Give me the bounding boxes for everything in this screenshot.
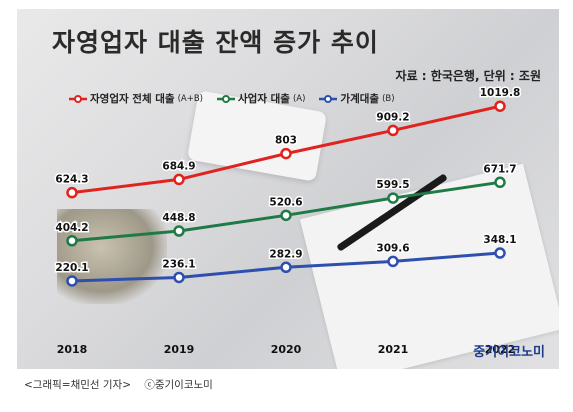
data-label-household-2022: 348.1 [483,234,516,246]
data-point-household-2021 [387,255,399,268]
data-point-total-2019 [173,173,185,186]
image-caption: <그래픽=채민선 기자> ⓒ중기이코노미 [24,377,223,392]
x-tick-label-2022: 2022 [485,343,516,356]
data-label-total-2019: 684.9 [162,160,195,172]
data-point-business-2022 [494,176,506,189]
caption-copyright: ⓒ중기이코노미 [144,379,213,391]
brand-logo: 중기이코노미 [473,345,545,360]
x-tick-label-2018: 2018 [57,343,88,356]
caption-credit: <그래픽=채민선 기자> [24,379,132,391]
data-point-business-2019 [173,225,185,237]
data-label-household-2020: 282.9 [269,248,302,260]
data-point-household-2022 [494,247,506,259]
data-point-total-2021 [387,124,399,137]
legend-item-household: 가계대출 (B) [319,91,395,106]
x-tick-label-2020: 2020 [271,343,302,356]
chart-figure: 자영업자 대출 잔액 증가 추이 자료 : 한국은행, 단위 : 조원 자영업자… [17,9,559,369]
legend-suffix-business: (A) [292,93,306,104]
data-point-household-2020 [280,261,292,274]
legend-label-household: 가계대출 [340,93,380,105]
data-label-total-2018: 624.3 [55,174,88,186]
legend-item-total: 자영업자 전체 대출 (A+B) [69,91,203,106]
legend-marker-household [319,94,338,103]
chart-plot: 624.3 684.9 803 909.2 1019.8 404.2 448.8 520.6 5… [54,86,522,356]
data-label-total-2020: 803 [275,135,297,147]
data-label-household-2021: 309.6 [376,242,409,254]
data-label-business-2022: 671.7 [483,163,516,175]
legend-suffix-household: (B) [382,93,395,104]
legend-label-total: 자영업자 전체 대출 [90,93,175,105]
chart-legend: 자영업자 전체 대출 (A+B) 사업자 대출 (A) 가계대출 (B) [69,91,395,106]
legend-marker-business [217,94,235,103]
chart-source: 자료 : 한국은행, 단위 : 조원 [395,69,541,83]
legend-item-business: 사업자 대출 (A) [217,91,305,106]
data-point-total-2020 [280,147,292,160]
data-label-business-2021: 599.5 [376,179,409,191]
data-label-household-2018: 220.1 [55,262,88,274]
legend-label-business: 사업자 대출 [238,93,290,105]
data-label-household-2019: 236.1 [162,258,195,270]
x-tick-label-2019: 2019 [164,343,195,356]
data-label-total-2022: 1019.8 [480,87,521,99]
data-point-business-2018 [66,235,78,247]
data-label-total-2021: 909.2 [376,111,409,123]
legend-marker-total [69,94,87,103]
x-tick-label-2021: 2021 [378,343,409,356]
data-point-business-2020 [280,209,292,222]
legend-suffix-total: (A+B) [177,93,203,104]
data-point-total-2022 [494,100,506,112]
data-point-household-2018 [66,275,78,287]
data-point-total-2018 [66,186,78,199]
data-point-business-2021 [387,192,399,204]
data-label-business-2018: 404.2 [55,222,88,234]
data-label-business-2020: 520.6 [269,196,302,208]
coins-decoration [57,209,167,304]
chart-title: 자영업자 대출 잔액 증가 추이 [52,28,379,57]
data-point-household-2019 [173,271,185,284]
data-label-business-2019: 448.8 [162,212,195,224]
